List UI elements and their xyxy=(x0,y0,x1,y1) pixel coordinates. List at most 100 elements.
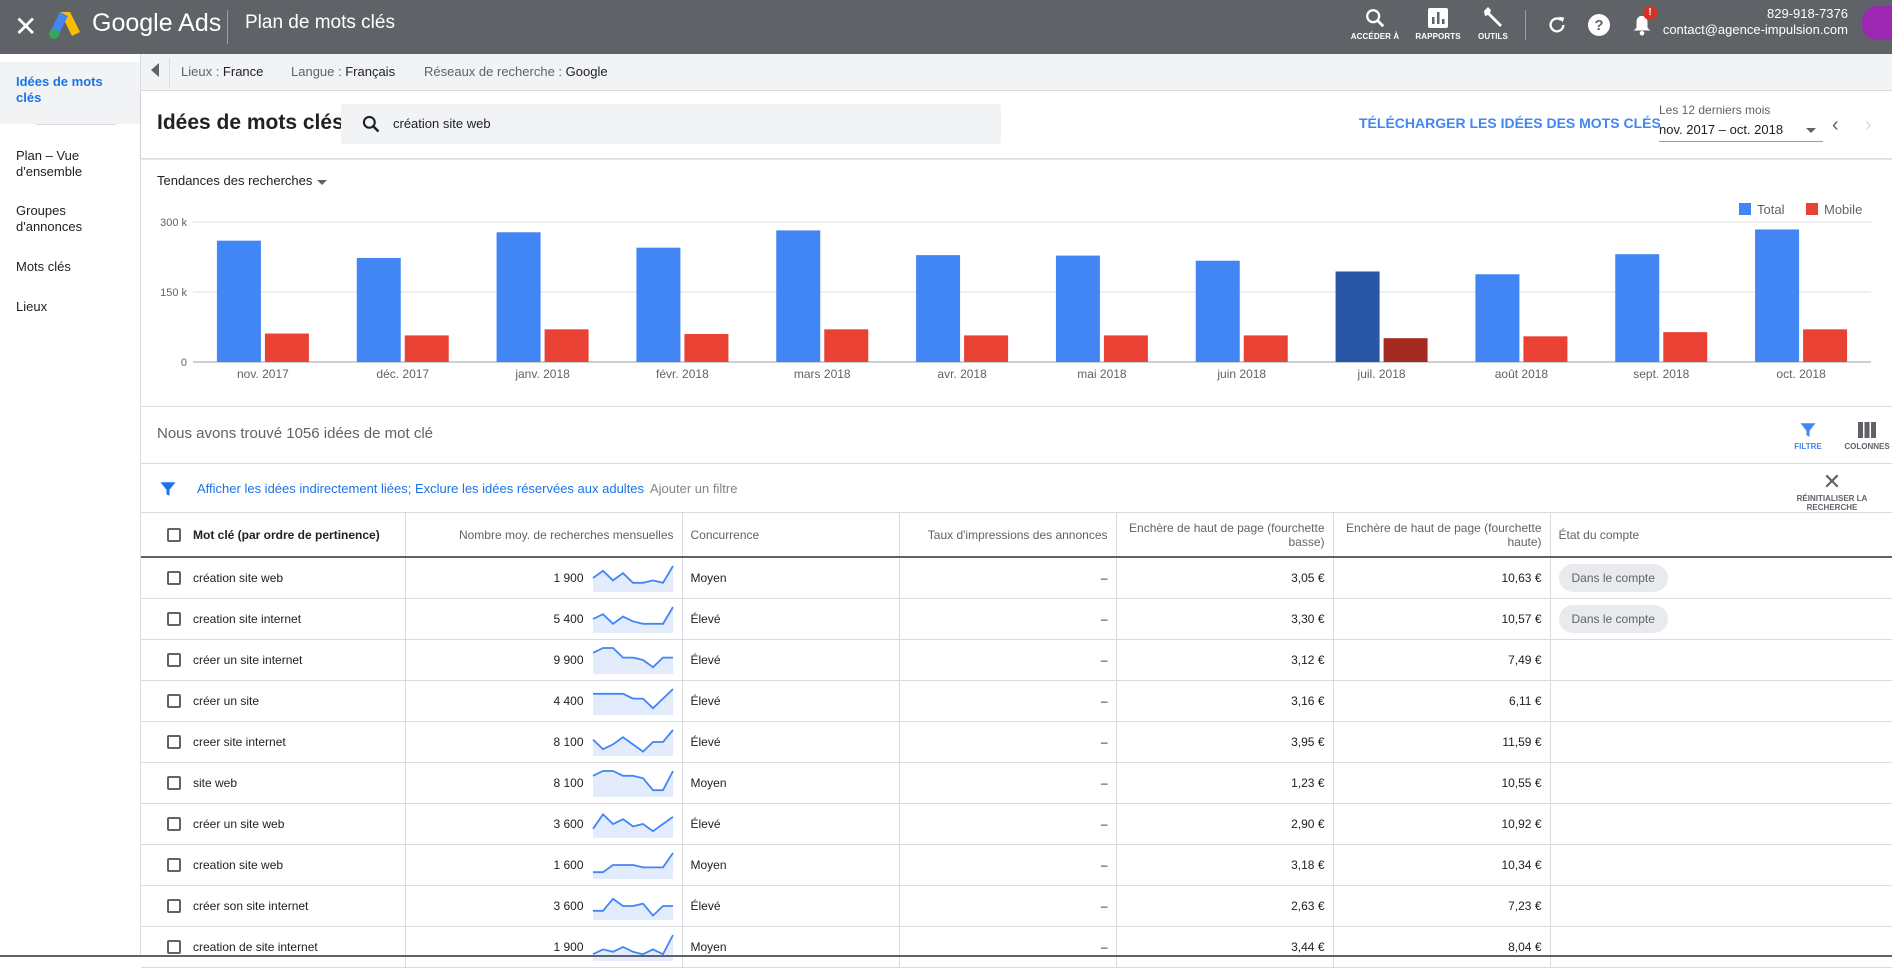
filter-button[interactable]: FILTRE xyxy=(1784,418,1832,451)
language-filter[interactable]: Langue : Français xyxy=(291,64,395,79)
impression-share-cell: – xyxy=(899,598,1117,640)
previous-period-icon[interactable]: ‹ xyxy=(1832,114,1839,136)
sidebar-item-locations[interactable]: Lieux xyxy=(16,299,48,314)
avatar[interactable] xyxy=(1862,6,1892,40)
row-checkbox[interactable] xyxy=(167,693,181,708)
table-row[interactable]: creation site web 1 600 Moyen –3,18 €10,34 … xyxy=(141,844,1892,886)
help-button[interactable]: ? xyxy=(1584,10,1614,40)
header-competition[interactable]: Concurrence xyxy=(682,513,900,558)
network-label: Réseaux de recherche : xyxy=(424,64,566,79)
header-impression-share[interactable]: Taux d'impressions des annonces xyxy=(899,513,1117,558)
header-volume[interactable]: Nombre moy. de recherches mensuelles xyxy=(405,513,683,558)
bar-total xyxy=(1475,274,1520,362)
table-row[interactable]: creation de site internet 1 900 Moyen –3,44… xyxy=(141,926,1892,968)
bid-high-cell: 10,92 € xyxy=(1333,803,1551,845)
sidebar-item-plan-overview[interactable]: Plan – Vue d'ensemble xyxy=(16,148,83,179)
bar-mobile xyxy=(1383,338,1428,362)
results-count: Nous avons trouvé 1056 idées de mot clé xyxy=(157,425,433,442)
chart-type-dropdown[interactable]: Tendances des recherches xyxy=(157,173,313,188)
header-bid-low[interactable]: Enchère de haut de page (fourchette bass… xyxy=(1116,513,1334,558)
reports-label: RAPPORTS xyxy=(1415,32,1461,41)
tools-button[interactable]: OUTILS xyxy=(1465,4,1521,41)
sparkline-line xyxy=(592,851,674,873)
add-filter-link[interactable]: Ajouter un filtre xyxy=(650,481,738,496)
header-account-status[interactable]: État du compte xyxy=(1550,513,1892,558)
locations-label: Lieux : xyxy=(181,64,223,79)
period-select[interactable]: nov. 2017 – oct. 2018 xyxy=(1659,122,1823,142)
row-checkbox[interactable] xyxy=(167,571,181,586)
row-checkbox[interactable] xyxy=(167,816,181,831)
trend-sparkline xyxy=(592,851,674,879)
impression-share-cell: – xyxy=(899,885,1117,927)
table-row[interactable]: créer un site internet 9 900 Élevé –3,12 €7… xyxy=(141,639,1892,681)
table-row[interactable]: site web 8 100 Moyen –1,23 €10,55 € xyxy=(141,762,1892,804)
bar-mobile xyxy=(964,335,1009,362)
account-info[interactable]: 829-918-7376 contact@agence-impulsion.co… xyxy=(1663,6,1848,38)
locations-filter[interactable]: Lieux : France xyxy=(181,64,263,79)
bar-chart: 0 150 k 300 k nov. 2017 déc. 2017 janv. 2018 f… xyxy=(160,217,1871,381)
reset-search-label: RÉINITIALISER LA RECHERCHE xyxy=(1796,494,1868,512)
row-checkbox[interactable] xyxy=(167,898,181,913)
header-keyword[interactable]: Mot clé (par ordre de pertinence) xyxy=(185,513,406,558)
sparkline-area xyxy=(592,934,673,961)
account-status-cell xyxy=(1550,885,1892,927)
reset-search-button[interactable]: ✕ RÉINITIALISER LA RECHERCHE xyxy=(1772,470,1892,513)
header-bid-high[interactable]: Enchère de haut de page (fourchette haut… xyxy=(1333,513,1551,558)
bid-low-cell: 3,12 € xyxy=(1116,639,1334,681)
svg-text:?: ? xyxy=(1594,17,1603,34)
row-select-cell xyxy=(141,803,185,845)
help-icon: ? xyxy=(1588,14,1610,36)
tools-label: OUTILS xyxy=(1478,32,1508,41)
sidebar-item-keyword-ideas[interactable]: Idées de mots clés xyxy=(16,74,103,105)
row-checkbox[interactable] xyxy=(167,939,181,954)
table-row[interactable]: créer un site web 3 600 Élevé –2,90 €10,92 … xyxy=(141,803,1892,845)
goto-button[interactable]: ACCÉDER À xyxy=(1347,4,1403,41)
sparkline-line xyxy=(592,606,674,625)
volume-value: 1 900 xyxy=(553,939,584,954)
row-checkbox[interactable] xyxy=(167,611,181,626)
volume-value: 1 900 xyxy=(553,570,584,585)
row-checkbox[interactable] xyxy=(167,652,181,667)
download-ideas-link[interactable]: TÉLÉCHARGER LES IDÉES DES MOTS CLÉS xyxy=(1359,115,1661,131)
select-all-checkbox[interactable] xyxy=(167,527,181,542)
volume-cell: 1 600 xyxy=(405,844,683,886)
y-tick-label: 150 k xyxy=(160,287,187,299)
keyword-search-input[interactable]: création site web xyxy=(341,104,1001,144)
chart-divider xyxy=(141,406,1892,407)
collapse-sidebar-icon[interactable] xyxy=(151,63,159,77)
network-filter[interactable]: Réseaux de recherche : Google xyxy=(424,64,608,79)
sidebar-item-keywords[interactable]: Mots clés xyxy=(16,259,71,274)
filter-label: FILTRE xyxy=(1794,442,1822,451)
close-icon[interactable]: ✕ xyxy=(14,11,38,42)
page-title: Plan de mots clés xyxy=(245,12,395,33)
competition-cell: Moyen xyxy=(682,844,900,886)
table-row[interactable]: creer site internet 8 100 Élevé –3,95 €11,5… xyxy=(141,721,1892,763)
brand-name: Google Ads xyxy=(92,9,222,37)
table-row[interactable]: créer son site internet 3 600 Élevé –2,63 €… xyxy=(141,885,1892,927)
sidebar-item-ad-groups[interactable]: Groupes d'annonces xyxy=(16,203,83,234)
reports-button[interactable]: RAPPORTS xyxy=(1410,4,1466,41)
trend-sparkline xyxy=(591,565,674,592)
table-row[interactable]: création site web 1 900 Moyen –3,05 €10,63 … xyxy=(141,557,1892,599)
row-checkbox[interactable] xyxy=(167,734,181,749)
x-tick-label: juil. 2018 xyxy=(1357,367,1406,381)
select-all-cell xyxy=(141,513,185,558)
notifications-button[interactable]: ! xyxy=(1627,6,1657,40)
keyword-ideas-table: Mot clé (par ordre de pertinence) Nombre… xyxy=(141,513,1892,968)
bid-high-cell: 10,57 € xyxy=(1333,598,1551,640)
bid-low-cell: 3,95 € xyxy=(1116,721,1334,763)
account-status-cell: Dans le compte xyxy=(1550,557,1892,599)
table-row[interactable]: créer un site 4 400 Élevé –3,16 €6,11 € xyxy=(141,680,1892,722)
row-checkbox[interactable] xyxy=(167,775,181,790)
bar-total xyxy=(636,247,681,362)
keyword-cell: creation de site internet xyxy=(185,926,406,968)
active-filter-link[interactable]: Afficher les idées indirectement liées; … xyxy=(197,481,645,496)
legend-total: Total xyxy=(1739,202,1784,217)
bid-low-cell: 3,44 € xyxy=(1116,926,1334,968)
refresh-button[interactable] xyxy=(1542,10,1572,40)
bid-low-cell: 3,16 € xyxy=(1116,680,1334,722)
columns-button[interactable]: COLONNES xyxy=(1843,418,1891,451)
table-row[interactable]: creation site internet 5 400 Élevé –3,30 €1… xyxy=(141,598,1892,640)
next-period-icon[interactable]: › xyxy=(1865,114,1872,136)
row-checkbox[interactable] xyxy=(167,857,181,872)
